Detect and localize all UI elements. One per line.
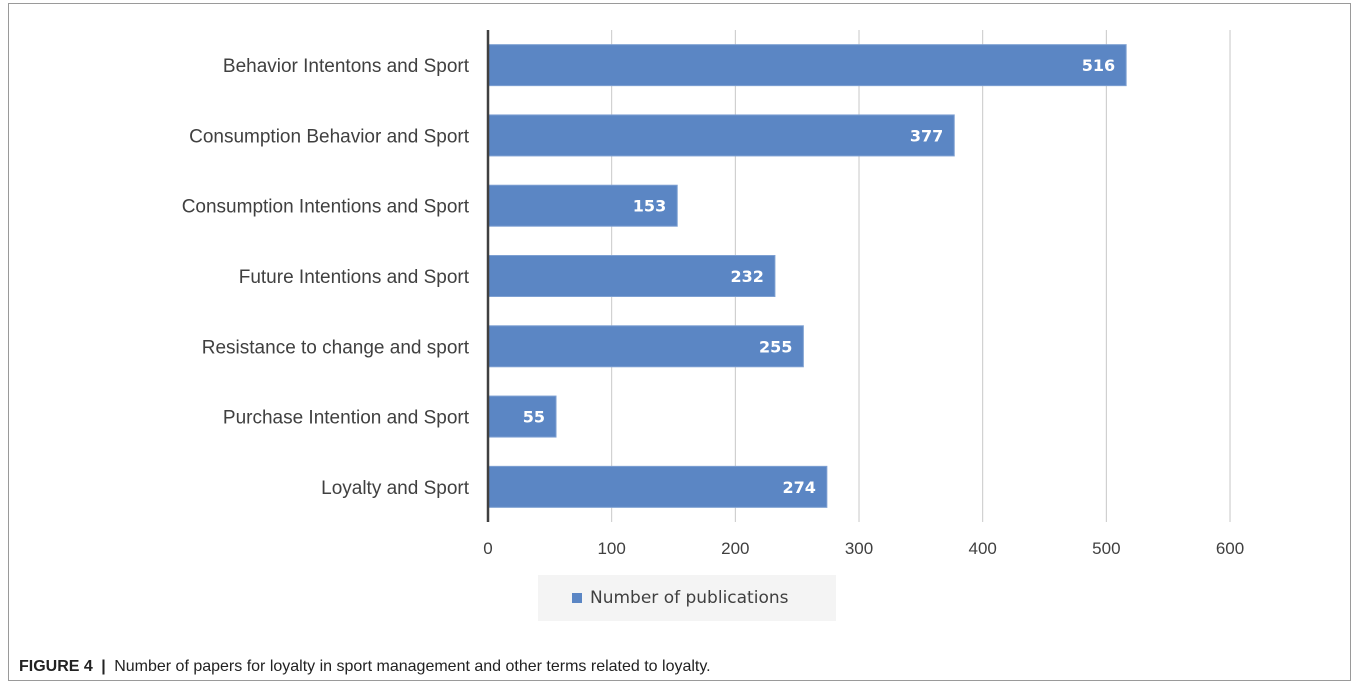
x-tick-label: 100 (597, 539, 625, 558)
caption-text: Number of papers for loyalty in sport ma… (114, 658, 711, 675)
data-label: 274 (782, 478, 815, 497)
data-label: 153 (633, 197, 666, 216)
data-label: 377 (910, 126, 943, 145)
x-tick-label: 200 (721, 539, 749, 558)
bar (487, 465, 828, 508)
data-label: 55 (523, 408, 545, 427)
bar (487, 44, 1127, 87)
bar (487, 114, 955, 157)
x-tick-label: 300 (845, 539, 873, 558)
data-label: 232 (731, 267, 764, 286)
x-tick-label: 500 (1092, 539, 1120, 558)
legend-label: Number of publications (590, 588, 789, 608)
category-label: Resistance to change and sport (202, 337, 470, 358)
legend-swatch (572, 593, 582, 603)
bar (487, 255, 776, 297)
bar (487, 325, 804, 368)
caption-separator: | (101, 658, 106, 675)
category-label: Future Intentions and Sport (239, 267, 470, 288)
x-tick-label: 400 (968, 539, 996, 558)
legend-box (538, 575, 836, 621)
category-label: Loyalty and Sport (321, 478, 470, 499)
bar-chart: Behavior Intentons and Sport 516 Consumpti… (182, 30, 1244, 621)
bar (487, 395, 557, 438)
category-label: Purchase Intention and Sport (223, 408, 470, 429)
category-label: Consumption Intentions and Sport (182, 197, 470, 218)
category-label: Consumption Behavior and Sport (189, 126, 470, 147)
category-label: Behavior Intentons and Sport (223, 56, 470, 77)
figure-caption: FIGURE 4 | Number of papers for loyalty … (19, 658, 711, 676)
data-label: 255 (759, 337, 792, 356)
x-tick-label: 600 (1216, 539, 1244, 558)
x-tick-label: 0 (483, 539, 492, 558)
caption-figure-label: FIGURE 4 (19, 658, 93, 675)
data-label: 516 (1082, 56, 1115, 75)
